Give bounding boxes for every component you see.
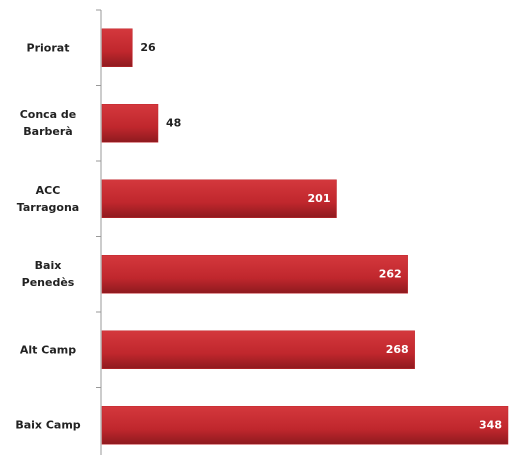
bar: [101, 330, 415, 369]
value-label: 348: [479, 418, 502, 431]
category-label: Conca de Barberà: [19, 108, 77, 139]
bar: [101, 255, 408, 294]
value-label: 26: [140, 41, 156, 54]
category-label: ACC Tarragona: [16, 183, 80, 214]
value-label: 201: [308, 192, 331, 205]
bar: [101, 104, 159, 143]
bar: [101, 179, 337, 218]
bar: [101, 406, 509, 445]
category-label: Baix Camp: [15, 418, 81, 432]
value-label: 268: [386, 343, 409, 356]
bar: [101, 28, 133, 67]
value-label: 48: [166, 116, 181, 129]
value-label: 262: [379, 267, 402, 280]
category-label: Baix Penedès: [21, 259, 75, 290]
category-label: Priorat: [26, 41, 70, 55]
category-label: Alt Camp: [19, 343, 77, 357]
